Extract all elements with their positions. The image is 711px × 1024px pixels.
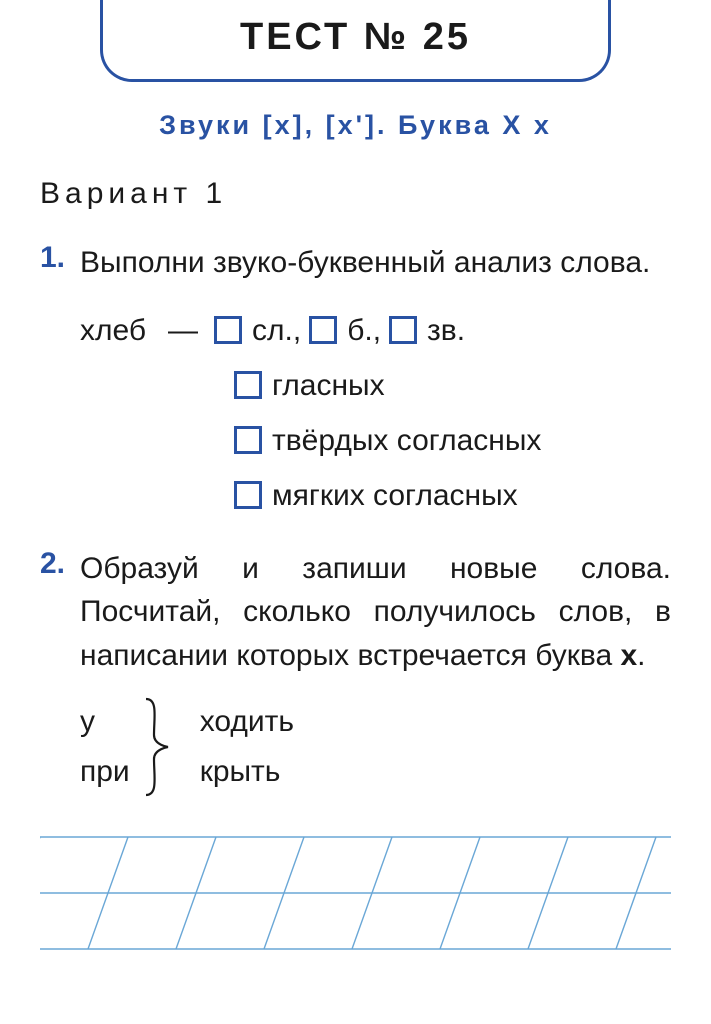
title-frame: ТЕСТ № 25 [100, 0, 611, 82]
variant-label: Вариант 1 [40, 177, 671, 211]
question-number: 2. [40, 547, 80, 678]
unit-syllables: сл., [252, 305, 301, 356]
unit-letters: б., [347, 305, 381, 356]
checkbox-sounds[interactable] [389, 316, 417, 344]
question-text: Выполни звуко-буквенный анализ слова. [80, 241, 671, 285]
q2-text-pre: Образуй и запиши новые слова. Посчитай, … [80, 552, 671, 672]
label-hard-consonants: твёрдых согласных [272, 415, 541, 466]
analysis-row-main: хлеб — сл., б., зв. [80, 305, 671, 356]
question-number: 1. [40, 241, 80, 285]
checkbox-hard-consonants[interactable] [234, 426, 262, 454]
q2-text-post: . [637, 639, 645, 672]
curly-brace-icon [140, 697, 170, 797]
writing-grid[interactable] [40, 835, 671, 955]
analysis-row-hard: твёрдых согласных [226, 415, 671, 466]
label-soft-consonants: мягких согласных [272, 470, 518, 521]
checkbox-soft-consonants[interactable] [234, 481, 262, 509]
dash: — [168, 305, 198, 356]
subtitle: Звуки [х], [х']. Буква Х х [40, 110, 671, 141]
analysis-row-vowels: гласных [226, 360, 671, 411]
unit-sounds: зв. [427, 305, 465, 356]
brace-left-column: у при [80, 705, 140, 789]
root-kryt: крыть [200, 755, 294, 789]
q2-bold-letter: х [620, 639, 637, 672]
analysis-block: хлеб — сл., б., зв. гласных твёрдых согл… [80, 305, 671, 521]
checkbox-letters[interactable] [309, 316, 337, 344]
prefix-pri: при [80, 755, 130, 789]
page-title: ТЕСТ № 25 [123, 16, 588, 59]
checkbox-syllables[interactable] [214, 316, 242, 344]
checkbox-vowels[interactable] [234, 371, 262, 399]
root-hodit: ходить [200, 705, 294, 739]
analysis-row-soft: мягких согласных [226, 470, 671, 521]
brace-right-column: ходить крыть [170, 705, 294, 789]
question-2: 2. Образуй и запиши новые слова. Посчита… [40, 547, 671, 678]
label-vowels: гласных [272, 360, 385, 411]
question-text: Образуй и запиши новые слова. Посчитай, … [80, 547, 671, 678]
analysis-word: хлеб [80, 305, 160, 356]
prefix-u: у [80, 705, 130, 739]
brace-group: у при ходить крыть [80, 697, 671, 797]
question-1: 1. Выполни звуко-буквенный анализ слова. [40, 241, 671, 285]
